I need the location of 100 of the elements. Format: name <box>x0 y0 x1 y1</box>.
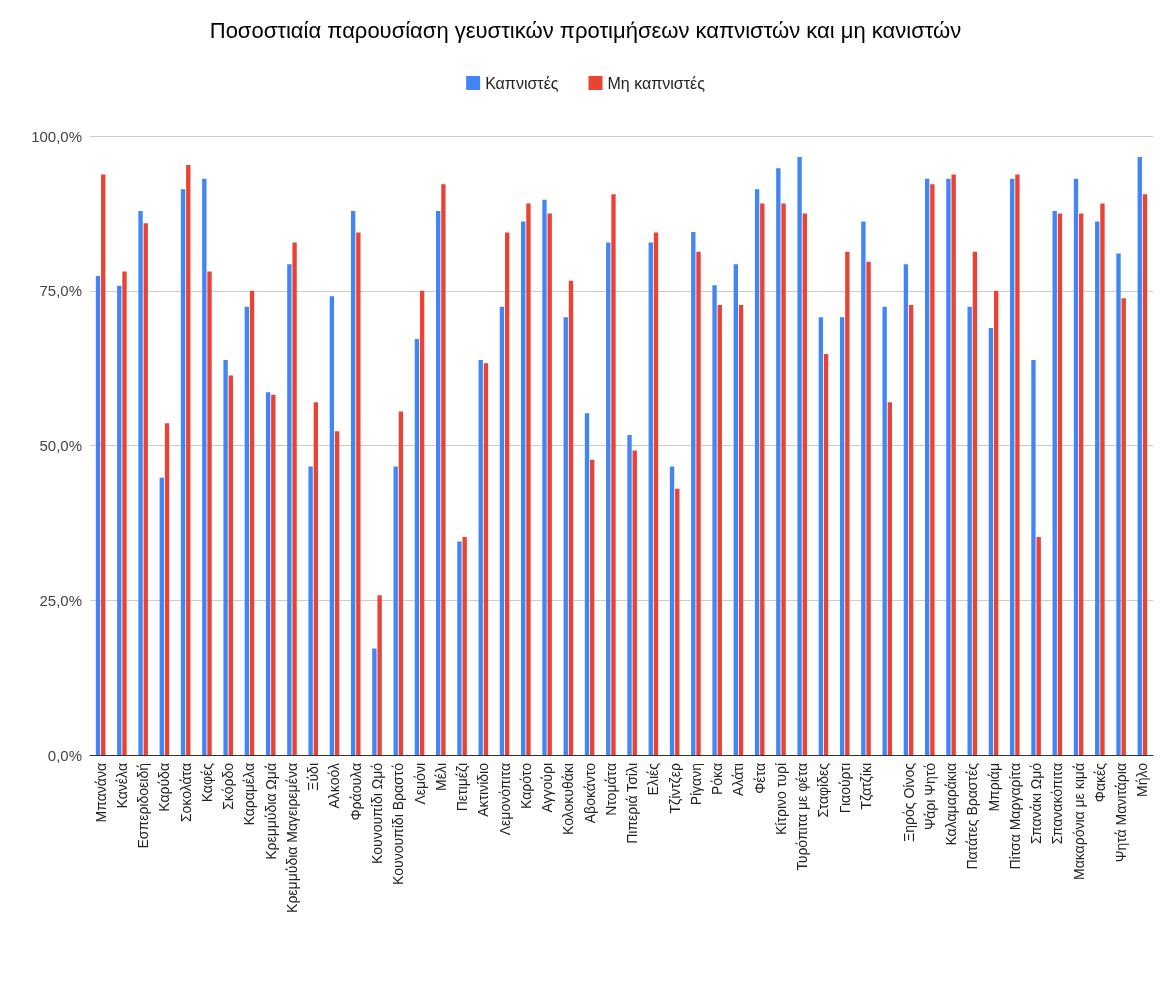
bar <box>499 306 505 755</box>
bar <box>993 290 999 755</box>
x-tick-label: Κουνουπίδι Ωμό <box>369 762 386 864</box>
bar <box>590 459 595 755</box>
bar <box>122 271 127 755</box>
x-tick-label: Φακές <box>1091 762 1108 803</box>
bar <box>202 178 207 755</box>
bar <box>903 264 909 755</box>
bar <box>632 450 637 755</box>
bar <box>1036 537 1041 755</box>
bar <box>483 363 489 755</box>
bar <box>287 264 292 755</box>
x-tick-label: Καρύδα <box>156 763 173 812</box>
bar <box>164 423 170 755</box>
bar <box>754 189 760 755</box>
bar <box>356 232 361 755</box>
bar <box>760 203 765 755</box>
bar <box>1015 174 1020 755</box>
chart-title: Ποσοστιαία παρουσίαση γευστικών προτιμήσεων καπνιστών και μη κανιστών <box>209 17 962 43</box>
bar <box>521 221 526 755</box>
bar <box>908 304 914 755</box>
x-tick-label: Κρεμμύδια Ωμά <box>262 763 279 860</box>
bar <box>717 304 722 755</box>
bar <box>207 271 212 755</box>
bar <box>924 178 930 755</box>
bar <box>606 242 611 755</box>
bar <box>1057 213 1063 755</box>
bar <box>951 174 956 755</box>
x-tick-label: Αβοκάντο <box>581 762 598 824</box>
x-tick-label: Μακαρόνια με κιμά <box>1070 763 1087 880</box>
bar <box>563 317 568 755</box>
bar <box>393 466 398 755</box>
x-tick-label: Φράουλα <box>347 763 364 821</box>
bar <box>1052 210 1057 755</box>
bar <box>930 184 935 755</box>
bar <box>350 210 356 755</box>
x-tick-label: Πετιμέζι <box>454 763 471 812</box>
bar <box>1121 298 1126 755</box>
bar <box>776 168 781 755</box>
bar <box>887 402 893 755</box>
x-tick-label: Ξύδι <box>305 763 322 791</box>
x-tick-label: Ρόκα <box>709 763 726 796</box>
y-tick-label: 75,0% <box>39 282 82 300</box>
bar <box>505 232 510 755</box>
bar <box>733 264 738 755</box>
x-tick-label: Σοκολάτα <box>177 763 194 823</box>
bar <box>223 360 228 755</box>
x-tick-label: Τζίντζερ <box>666 762 683 814</box>
bar <box>457 541 462 755</box>
bar <box>249 290 255 755</box>
x-tick-label: Τυρόπιτα με φέτα <box>794 763 811 871</box>
bar <box>159 477 164 755</box>
bar <box>781 203 786 755</box>
bar <box>372 648 377 755</box>
bar <box>1100 203 1105 755</box>
bar <box>542 199 547 755</box>
bar <box>419 290 425 755</box>
bar <box>839 317 845 755</box>
bar <box>818 317 824 755</box>
bar <box>334 431 340 755</box>
x-tick-label: Ντομάτα <box>602 763 619 816</box>
x-tick-label: Εσπεριδοειδή <box>135 763 152 849</box>
x-tick-label: Σκόρδο <box>220 762 237 810</box>
x-tick-label: Λεμόνι <box>411 763 428 805</box>
x-tick-label: Μπριάμ <box>985 763 1002 812</box>
bar <box>478 360 483 755</box>
x-tick-label: Καρότο <box>517 762 534 809</box>
bar <box>1142 194 1148 755</box>
bar <box>95 275 101 755</box>
bar <box>441 184 446 755</box>
x-tick-label: Σπανακόπιτα <box>1049 763 1066 845</box>
bar <box>462 537 467 755</box>
bar <box>526 203 531 755</box>
bar <box>398 411 404 755</box>
bar <box>1116 253 1121 755</box>
bar <box>988 327 994 755</box>
bar <box>823 353 829 755</box>
bar <box>547 213 552 755</box>
x-tick-label: Πατάτες Βραστές <box>964 762 981 870</box>
x-tick-label: Λεμονόπιτα <box>496 763 513 836</box>
x-tick-label: Κρεμμύδια Μαγειρεμένα <box>283 763 300 913</box>
x-tick-label: Κανέλα <box>113 763 130 809</box>
bar <box>186 165 191 755</box>
bar <box>568 280 574 755</box>
bar <box>712 285 717 755</box>
bar <box>228 375 233 755</box>
bar <box>1079 213 1084 755</box>
bar <box>611 194 616 755</box>
bar <box>696 251 701 755</box>
x-tick-label: Ελιές <box>645 762 662 796</box>
x-tick-label: Ψητά Μανιτάρια <box>1113 763 1130 863</box>
y-tick-label: 50,0% <box>39 437 82 454</box>
x-tick-label: Κολοκυθάκι <box>560 763 577 835</box>
x-tick-label: Αλκοόλ <box>326 763 343 809</box>
x-tick-label: Τζατζίκι <box>857 763 874 810</box>
bar <box>1010 178 1015 755</box>
x-tick-label: Καραμέλα <box>241 763 258 826</box>
bar <box>436 210 441 755</box>
bar <box>738 304 744 755</box>
bar <box>1137 157 1142 755</box>
